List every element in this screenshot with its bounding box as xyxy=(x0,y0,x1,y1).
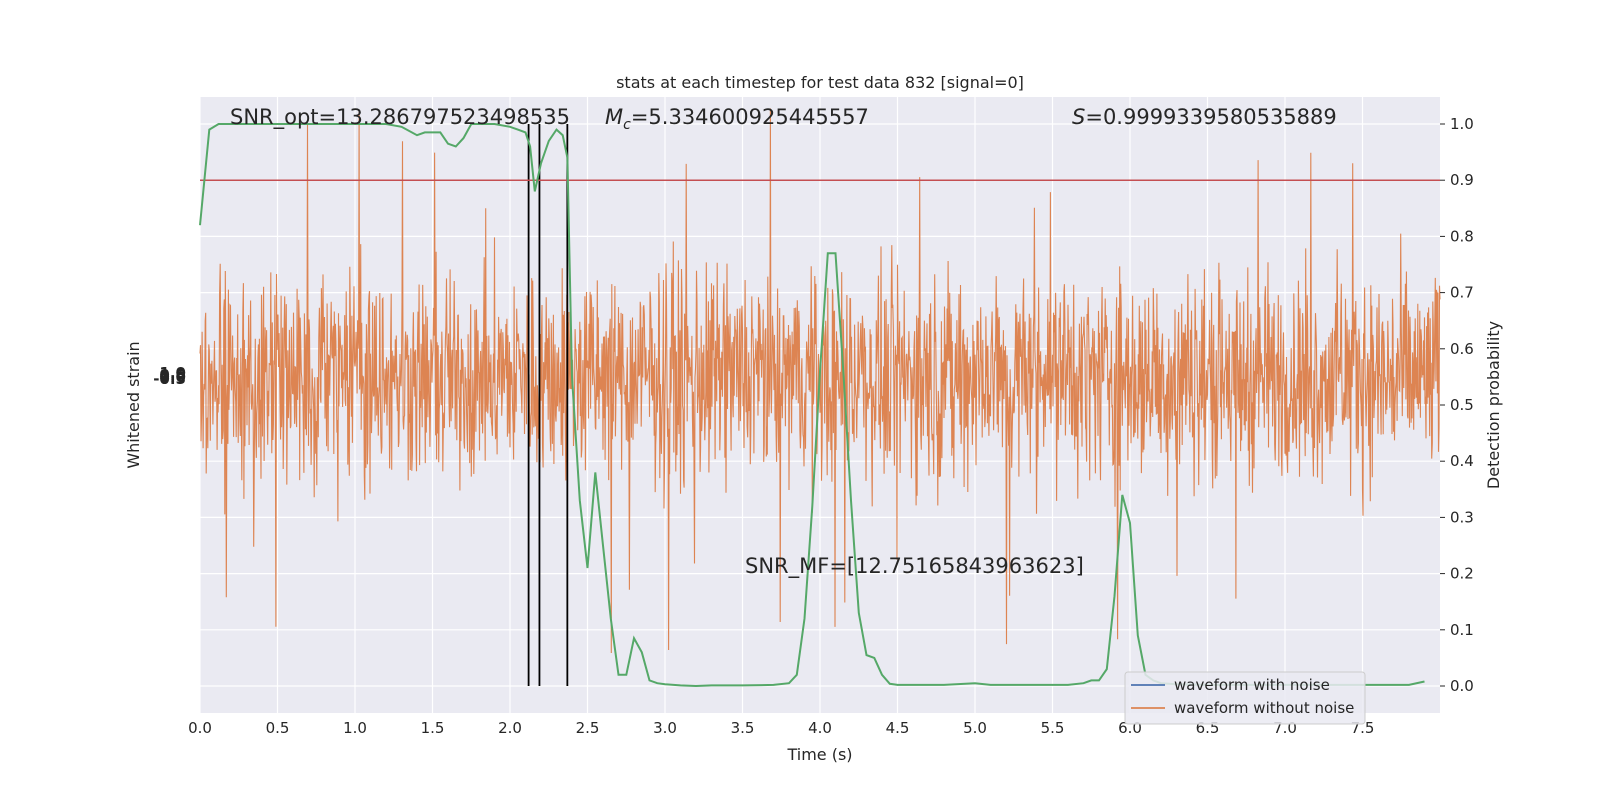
snr-mf-annotation: SNR_MF=[12.75165843963623] xyxy=(745,554,1084,579)
x-tick-label: 4.0 xyxy=(808,719,832,737)
left-tick-label: 0.0 xyxy=(159,368,186,386)
vertical-markers xyxy=(527,124,569,686)
y-tick-labels: 0.0 0.1 0.2 0.3 0.4 0.5 0.6 0.7 0.8 0.9 1.0 xyxy=(1440,115,1474,695)
s-value: =0.9999339580535889 xyxy=(1085,105,1336,129)
y-tick-label: 0.5 xyxy=(1450,396,1474,414)
x-tick-label: 1.5 xyxy=(421,719,445,737)
x-tick-label: 5.5 xyxy=(1041,719,1065,737)
y-tick-label: 1.0 xyxy=(1450,115,1474,133)
right-axis-label: Detection probability xyxy=(1484,321,1503,489)
x-axis-label: Time (s) xyxy=(786,745,852,764)
x-tick-label: 3.0 xyxy=(653,719,677,737)
x-tick-label: 3.5 xyxy=(731,719,755,737)
x-tick-label: 1.0 xyxy=(343,719,367,737)
y-tick-label: 0.6 xyxy=(1450,340,1474,358)
y-tick-label: 0.9 xyxy=(1450,171,1474,189)
snr-opt-annotation: SNR_opt=13.286797523498535 xyxy=(230,105,570,130)
y-tick-label: 0.2 xyxy=(1450,565,1474,583)
legend-label-with-noise: waveform with noise xyxy=(1174,676,1330,694)
x-tick-label: 4.5 xyxy=(886,719,910,737)
left-tick-label: -0.5 xyxy=(153,370,186,388)
x-tick-label: 5.0 xyxy=(963,719,987,737)
legend-label-without-noise: waveform without noise xyxy=(1174,699,1354,717)
y-tick-label: 0.3 xyxy=(1450,508,1474,526)
mc-value: =5.334600925445557 xyxy=(631,105,869,129)
x-tick-label: 2.0 xyxy=(498,719,522,737)
y-tick-label: 0.0 xyxy=(1450,677,1474,695)
left-axis-label: Whitened strain xyxy=(124,341,143,468)
mc-symbol: M xyxy=(605,105,623,129)
y-tick-label: 0.1 xyxy=(1450,621,1474,639)
x-tick-label: 2.5 xyxy=(576,719,600,737)
y-tick-label: 0.4 xyxy=(1450,452,1474,470)
x-tick-label: 0.5 xyxy=(266,719,290,737)
s-annotation: S=0.9999339580535889 xyxy=(1072,105,1337,129)
left-tick-label: 0.5 xyxy=(159,366,186,384)
y-tick-label: 0.7 xyxy=(1450,284,1474,302)
strain-without-noise-line xyxy=(199,108,1441,654)
left-tick-label: 1.0 xyxy=(159,364,186,382)
mc-annotation: Mc=5.334600925445557 xyxy=(605,105,869,133)
mc-subscript: c xyxy=(623,117,631,133)
x-tick-label: 0.0 xyxy=(188,719,212,737)
probability-series xyxy=(199,123,1425,688)
legend: waveform with noise waveform without noi… xyxy=(1124,671,1366,725)
legend-box xyxy=(1124,671,1366,725)
left-axis-overlap-ticks: -0.50.00.51.0 xyxy=(153,364,186,388)
s-symbol: S xyxy=(1072,105,1085,129)
strain-series xyxy=(199,108,1441,654)
y-tick-label: 0.8 xyxy=(1450,227,1474,245)
chart-title: stats at each timestep for test data 832… xyxy=(616,73,1024,92)
probability-line xyxy=(199,123,1425,688)
